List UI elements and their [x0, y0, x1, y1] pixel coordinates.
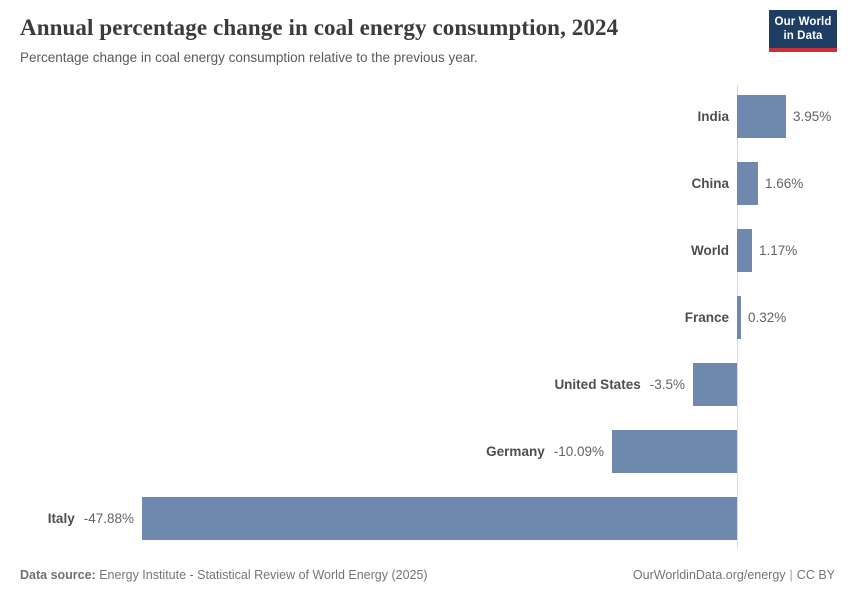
value-label: -47.88%	[83, 511, 134, 526]
bar-world[interactable]	[737, 229, 752, 272]
data-source-label: Data source:	[20, 568, 96, 582]
country-label: China	[691, 176, 729, 191]
owid-logo[interactable]: Our World in Data	[769, 10, 837, 52]
data-source-note: Data source: Energy Institute - Statisti…	[20, 568, 428, 582]
bar-label-group: Germany -10.09%	[486, 430, 604, 473]
bar-label-group: United States -3.5%	[554, 363, 685, 406]
value-label: 1.17%	[759, 243, 798, 258]
value-label: 0.32%	[748, 310, 787, 325]
value-label: -10.09%	[553, 444, 604, 459]
bar-germany[interactable]	[612, 430, 737, 473]
owid-logo-line1: Our World	[774, 16, 832, 28]
data-source-value: Energy Institute - Statistical Review of…	[95, 568, 428, 582]
owid-url-link[interactable]: OurWorldinData.org/energy	[632, 568, 786, 582]
country-label: World	[691, 243, 729, 258]
bar-china[interactable]	[737, 162, 758, 205]
page-subtitle: Percentage change in coal energy consump…	[20, 49, 478, 65]
footer-right: OurWorldinData.org/energy | CC BY	[633, 568, 835, 582]
country-label: United States	[554, 377, 641, 392]
chart-header: Annual percentage change in coal energy …	[20, 14, 755, 66]
owid-logo-line2: in Data	[783, 30, 823, 43]
bar-italy[interactable]	[142, 497, 737, 540]
chart-footer: Data source: Energy Institute - Statisti…	[20, 568, 835, 582]
page-title: Annual percentage change in coal energy …	[20, 15, 619, 40]
country-label: India	[697, 109, 729, 124]
bar-united-states[interactable]	[693, 363, 737, 406]
license-label: CC BY	[796, 568, 835, 582]
country-label: Italy	[47, 511, 75, 526]
country-label: France	[684, 310, 729, 325]
value-label: -3.5%	[649, 377, 685, 392]
value-label: 3.95%	[793, 109, 832, 124]
value-label: 1.66%	[765, 176, 804, 191]
footer-separator: |	[789, 568, 793, 582]
country-label: Germany	[486, 444, 545, 459]
bar-label-group: Italy -47.88%	[48, 497, 134, 540]
bar-india[interactable]	[737, 95, 786, 138]
bar-france[interactable]	[737, 296, 741, 339]
